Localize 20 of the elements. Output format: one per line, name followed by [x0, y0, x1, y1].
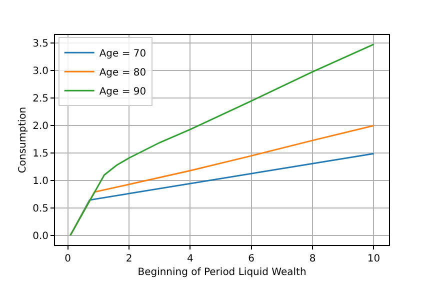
y-tick-label: 1.5: [32, 148, 48, 160]
y-tick-label: 0.5: [32, 203, 48, 214]
legend-label: Age = 90: [99, 86, 146, 98]
legend-label: Age = 70: [99, 48, 146, 60]
x-tick-label: 0: [64, 254, 72, 264]
x-tick-label: 2: [126, 254, 132, 264]
x-tick-label: 8: [309, 254, 316, 264]
x-axis-title: Beginning of Period Liquid Wealth: [138, 267, 306, 278]
y-tick-label: 2.5: [32, 94, 48, 105]
y-axis-title: Consumption: [18, 106, 29, 174]
x-tick-label: 4: [187, 254, 194, 264]
y-tick-label: 2.0: [32, 121, 48, 132]
y-tick-label: 3.5: [32, 38, 48, 50]
x-tick-label: 6: [248, 254, 255, 264]
line-series: [70, 44, 374, 236]
y-tick-label: 1.0: [32, 176, 48, 188]
x-tick-label: 10: [367, 254, 380, 264]
legend-label: Age = 80: [99, 68, 146, 78]
y-tick-label: 0.0: [32, 230, 48, 242]
y-tick-label: 3.0: [32, 66, 48, 78]
